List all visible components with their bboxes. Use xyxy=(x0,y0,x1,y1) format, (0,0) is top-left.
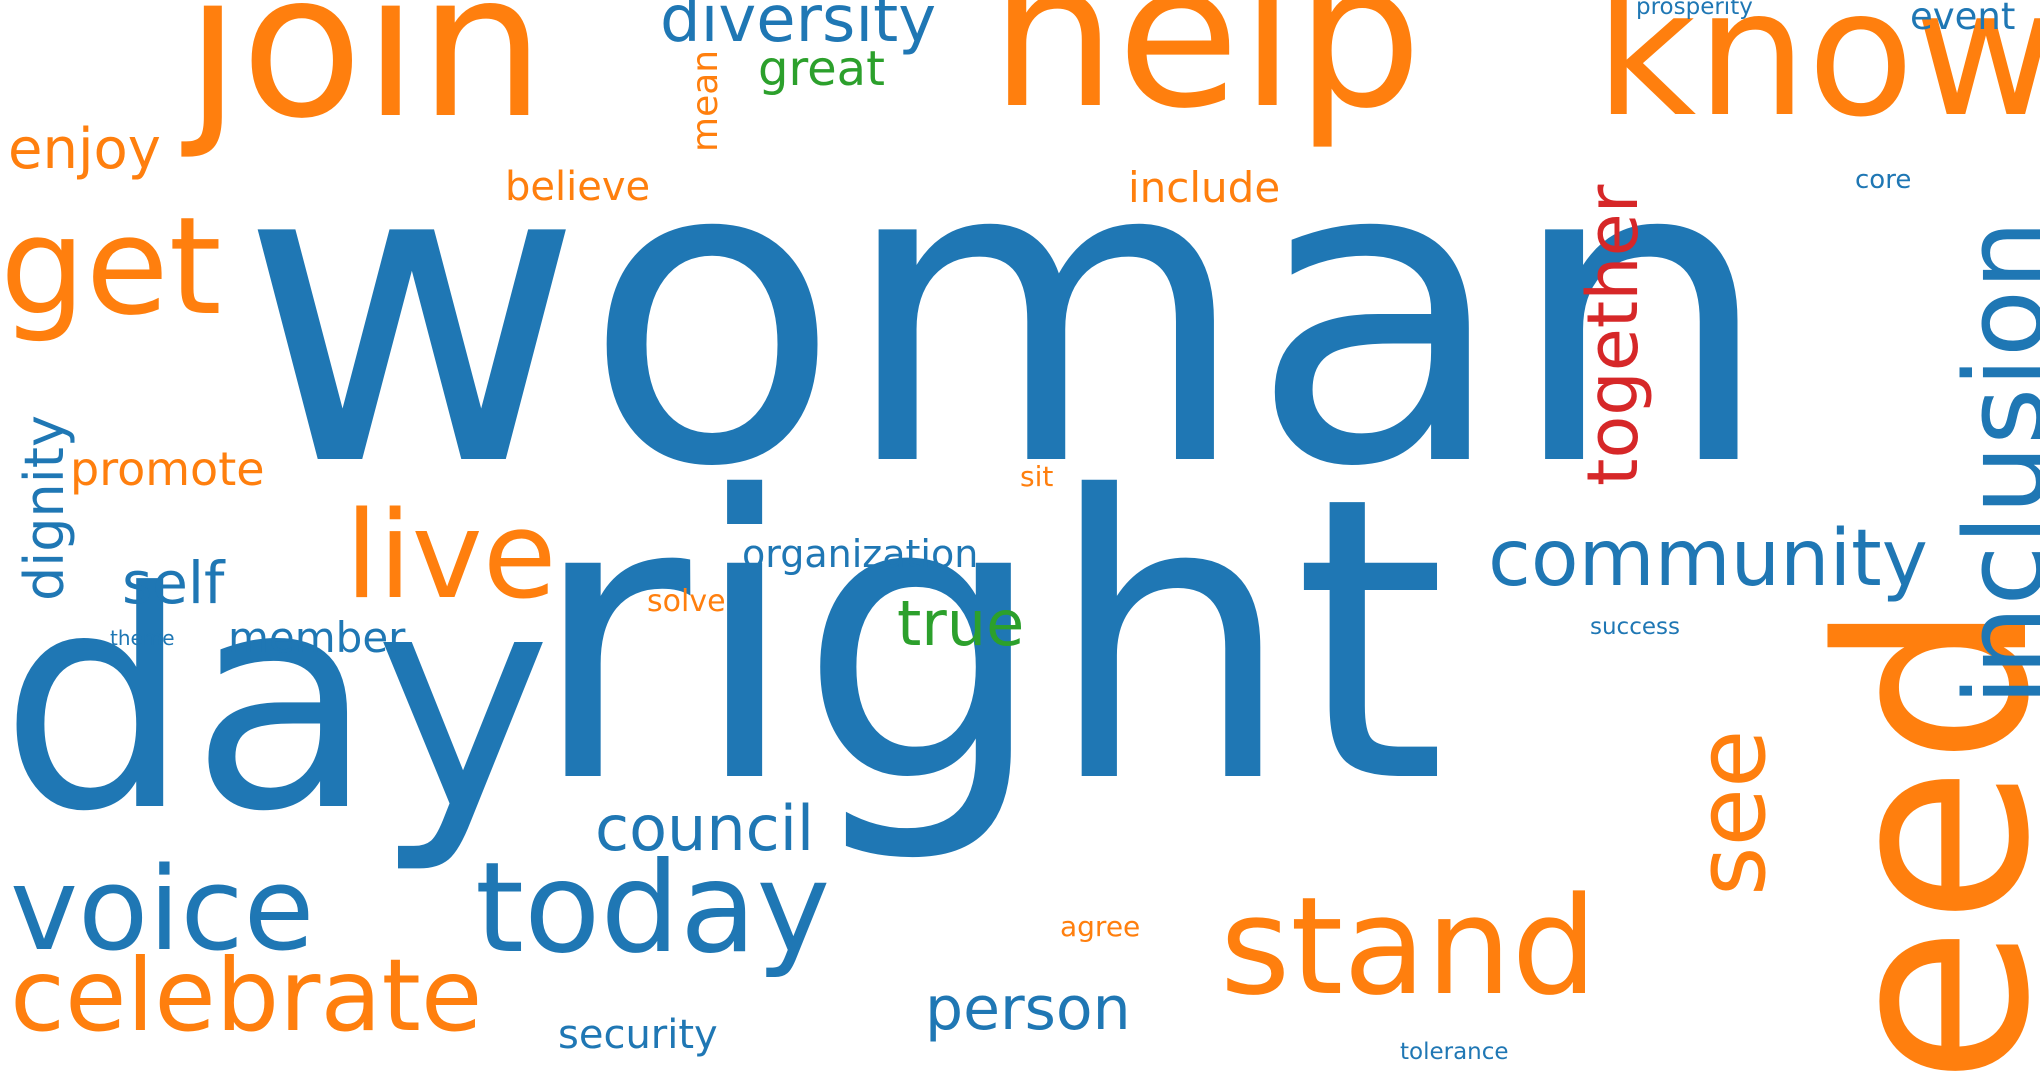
word-self: self xyxy=(122,548,225,617)
word-agree: agree xyxy=(1060,909,1141,943)
word-diversity: diversity xyxy=(660,0,937,57)
word-include: include xyxy=(1128,163,1281,213)
word-theme: theme xyxy=(110,626,175,651)
word-see: see xyxy=(1677,730,1787,897)
word-live: live xyxy=(345,487,557,627)
word-community: community xyxy=(1488,514,1928,605)
word-voice: voice xyxy=(10,843,315,978)
word-great: great xyxy=(758,40,885,97)
word-solve: solve xyxy=(647,584,726,620)
word-organization: organization xyxy=(742,531,979,576)
word-woman: woman xyxy=(240,70,1774,560)
word-believe: believe xyxy=(505,164,651,211)
word-stand: stand xyxy=(1220,868,1598,1026)
word-council: council xyxy=(595,792,815,866)
word-promote: promote xyxy=(70,442,265,497)
word-together: together xyxy=(1572,185,1654,487)
word-prosperity: prosperity xyxy=(1636,0,1753,20)
word-mean: mean xyxy=(685,50,726,153)
word-get: get xyxy=(0,188,222,346)
word-event: event xyxy=(1910,0,2016,38)
word-join: join xyxy=(185,0,546,163)
word-core: core xyxy=(1855,165,1912,196)
word-enjoy: enjoy xyxy=(8,117,161,183)
word-member: member xyxy=(228,613,406,663)
word-know: know xyxy=(1595,0,2040,156)
word-help: help xyxy=(990,0,1423,153)
word-person: person xyxy=(925,973,1131,1044)
word-sit: sit xyxy=(1020,459,1054,493)
word-dignity: dignity xyxy=(13,415,76,601)
word-celebrate: celebrate xyxy=(10,937,483,1054)
word-true: true xyxy=(897,587,1025,661)
word-today: today xyxy=(475,836,831,982)
word-tolerance: tolerance xyxy=(1400,1038,1509,1065)
word-right: right xyxy=(530,413,1447,868)
word-security: security xyxy=(558,1012,718,1059)
word-success: success xyxy=(1590,613,1680,640)
word-day: day xyxy=(0,528,552,877)
word-inclusion: inclusion xyxy=(1941,220,2040,706)
